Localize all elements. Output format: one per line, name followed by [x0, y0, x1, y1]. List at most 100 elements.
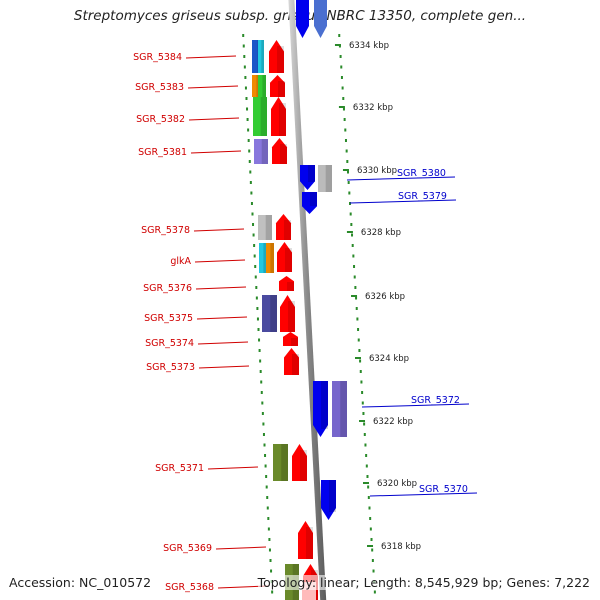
boundary-dot-right: [368, 506, 371, 510]
reverse-gene-arrow[interactable]: [321, 480, 336, 520]
forward-gene-label[interactable]: SGR_5374: [145, 338, 194, 349]
forward-gene-arrow[interactable]: [269, 40, 284, 73]
forward-gene-label[interactable]: SGR_5382: [136, 114, 185, 125]
forward-gene-arrow[interactable]: [276, 214, 291, 240]
forward-gene-arrow[interactable]: [279, 276, 294, 291]
forward-gene-label[interactable]: SGR_5378: [141, 225, 190, 236]
boundary-dot-right: [369, 527, 372, 531]
gene-function-box-shade: [270, 243, 274, 273]
gene-function-box[interactable]: [258, 75, 266, 97]
reverse-gene-arrow-shade: [321, 381, 328, 429]
reverse-gene-arrow[interactable]: [300, 165, 315, 190]
gene-function-box-shade: [261, 40, 264, 73]
scale-tick-label: 6324 kbp: [369, 354, 409, 364]
forward-gene-arrow[interactable]: [284, 348, 299, 375]
boundary-dot-left: [260, 391, 263, 394]
scale-tick-label: 6330 kbp: [357, 166, 397, 176]
gene-function-box[interactable]: [252, 75, 260, 97]
reverse-gene-label[interactable]: SGR_5370: [419, 484, 468, 495]
scale-tick-label: 6326 kbp: [365, 292, 405, 302]
boundary-dot-left: [252, 223, 255, 226]
boundary-dot-left: [266, 496, 269, 499]
boundary-dot-right: [367, 496, 370, 499]
forward-gene-label[interactable]: SGR_5375: [144, 313, 193, 324]
gene-function-box[interactable]: [266, 243, 274, 273]
boundary-dot-right: [343, 118, 346, 121]
forward-gene-label[interactable]: SGR_5381: [138, 147, 187, 158]
gene-function-box[interactable]: [259, 243, 267, 273]
reverse-gene-label[interactable]: SGR_5372: [411, 395, 460, 406]
forward-gene-arrow[interactable]: [283, 332, 298, 346]
boundary-dot-left: [256, 307, 259, 310]
reverse-gene-arrow-shade: [310, 192, 317, 206]
reverse-gene-label[interactable]: SGR_5379: [398, 191, 447, 202]
boundary-dot-left: [259, 370, 262, 373]
boundary-dot-left: [243, 65, 246, 69]
gene-function-box[interactable]: [318, 165, 332, 192]
gene-function-box[interactable]: [253, 97, 267, 136]
reverse-gene-arrow[interactable]: [314, 0, 327, 38]
boundary-dot-right: [365, 454, 368, 457]
forward-gene-label[interactable]: SGR_5383: [135, 82, 184, 93]
gene-function-box-shade: [270, 295, 277, 332]
gene-function-box[interactable]: [254, 139, 268, 164]
gene-function-box[interactable]: [332, 381, 347, 437]
gene-function-box-shade: [263, 243, 267, 273]
boundary-dot-right: [354, 286, 357, 289]
gene-function-box[interactable]: [258, 40, 264, 73]
reverse-gene-arrow-shade: [329, 480, 336, 512]
forward-gene-label[interactable]: SGR_5384: [133, 52, 182, 63]
boundary-dot-right: [339, 55, 342, 58]
forward-gene-arrow-shade: [292, 354, 299, 375]
boundary-dot-left: [244, 76, 247, 79]
forward-gene-arrow-shade: [278, 81, 285, 97]
forward-gene-leader: [207, 466, 259, 470]
boundary-dot-right: [355, 296, 358, 300]
reverse-gene-arrow[interactable]: [313, 381, 328, 437]
reverse-gene-arrow[interactable]: [302, 192, 317, 214]
boundary-dot-right: [359, 359, 362, 363]
forward-gene-leader: [198, 365, 250, 369]
boundary-dot-left: [253, 244, 256, 247]
forward-gene-arrow[interactable]: [270, 75, 285, 97]
forward-gene-arrow[interactable]: [280, 295, 295, 332]
boundary-dot-left: [248, 160, 251, 163]
boundary-dot-right: [358, 349, 361, 352]
forward-gene-arrow-shade: [279, 103, 286, 136]
forward-gene-label[interactable]: SGR_5376: [143, 283, 192, 294]
boundary-dot-left: [255, 296, 258, 300]
boundary-dot-left: [270, 569, 273, 573]
gene-function-box[interactable]: [258, 215, 272, 240]
boundary-dot-right: [342, 107, 345, 111]
gene-function-box[interactable]: [273, 444, 288, 481]
boundary-dot-left: [242, 34, 245, 37]
forward-gene-arrow[interactable]: [292, 444, 307, 481]
forward-gene-label[interactable]: glkA: [170, 256, 191, 267]
gene-function-box-shade: [262, 75, 266, 97]
forward-gene-arrow[interactable]: [272, 138, 287, 164]
forward-gene-arrow[interactable]: [277, 242, 292, 272]
forward-gene-arrow-shade: [280, 144, 287, 164]
boundary-dot-left: [268, 538, 271, 541]
boundary-dot-right: [356, 317, 359, 321]
forward-gene-arrow-shade: [306, 527, 313, 559]
forward-gene-arrow[interactable]: [298, 521, 313, 559]
boundary-dot-right: [341, 86, 344, 90]
forward-gene-label[interactable]: SGR_5373: [146, 362, 195, 373]
boundary-dot-left: [265, 475, 268, 478]
boundary-dot-right: [355, 307, 358, 310]
forward-gene-label[interactable]: SGR_5371: [155, 463, 204, 474]
gene-function-box[interactable]: [262, 295, 277, 332]
reverse-gene-label[interactable]: SGR_5380: [397, 168, 446, 179]
gene-function-box[interactable]: [252, 40, 262, 73]
topology-text: Topology: linear; Length: 8,545,929 bp; …: [257, 575, 590, 590]
forward-gene-label[interactable]: SGR_5369: [163, 543, 212, 554]
boundary-dot-left: [242, 44, 245, 48]
forward-gene-label[interactable]: SGR_5368: [165, 582, 214, 593]
reverse-gene-arrow[interactable]: [296, 0, 309, 38]
forward-gene-arrow[interactable]: [271, 97, 286, 136]
scale-tick-label: 6322 kbp: [373, 417, 413, 427]
boundary-dot-left: [259, 359, 262, 363]
backbone: [288, 0, 327, 600]
